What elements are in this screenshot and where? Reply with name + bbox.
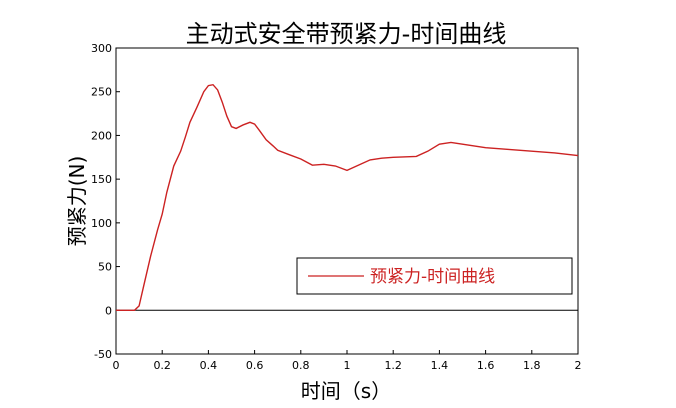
chart-title: 主动式安全带预紧力-时间曲线 [186,20,507,48]
legend-label: 预紧力-时间曲线 [370,267,495,287]
y-tick-label: 250 [91,86,112,99]
series-line [116,83,579,311]
x-tick-label: 1.4 [431,359,449,372]
x-tick-label: 1.6 [477,359,495,372]
x-tick-label: 2 [575,359,582,372]
x-tick-label: 0.2 [153,359,171,372]
x-axis-ticks: 0 0.2 0.4 0.6 0.8 1 1.2 1.4 1.6 1.8 2 [113,350,582,372]
y-tick-label: 300 [91,42,112,55]
x-tick-label: 0.8 [292,359,310,372]
y-axis-ticks: -50 0 50 100 150 200 250 300 [91,42,120,361]
x-tick-label: 0.6 [246,359,264,372]
y-tick-label: 100 [91,217,112,230]
x-tick-label: 1.8 [523,359,541,372]
x-tick-label: 0.4 [200,359,218,372]
x-axis-label: 时间（s） [301,379,391,403]
x-tick-label: 1.2 [384,359,402,372]
x-tick-label: 1 [344,359,351,372]
x-tick-label: 0 [113,359,120,372]
legend: 预紧力-时间曲线 [296,257,573,295]
y-tick-label: 0 [105,304,112,317]
y-tick-label: 50 [98,261,112,274]
y-tick-label: 150 [91,173,112,186]
y-tick-label: 200 [91,129,112,142]
y-tick-label: -50 [94,348,112,361]
plot-area [115,47,579,355]
y-axis-label: 预紧力(N) [65,156,89,247]
